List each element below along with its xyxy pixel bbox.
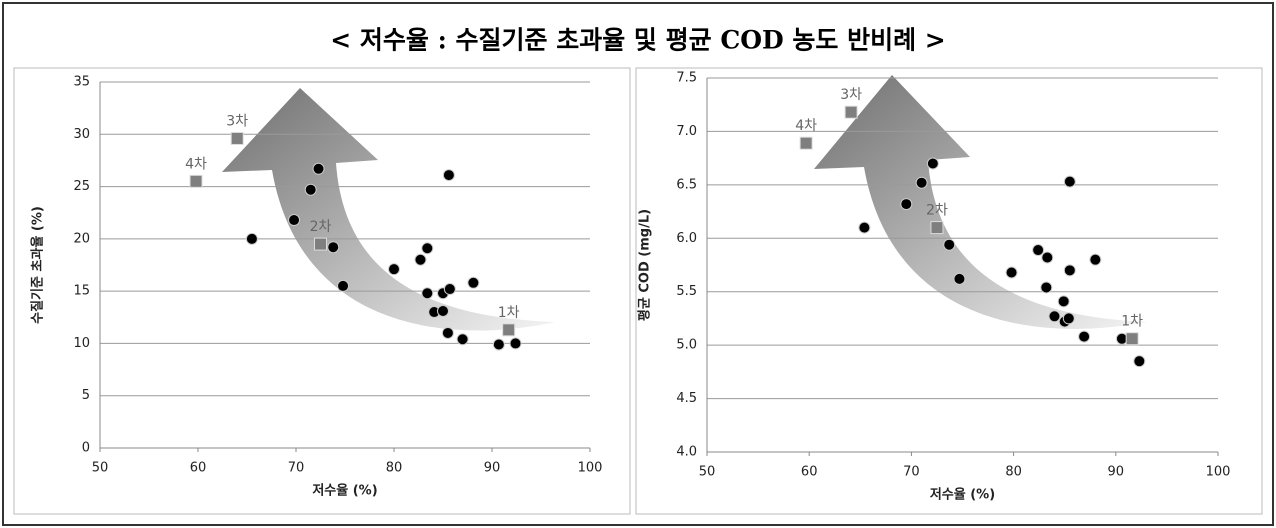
x-tick-label: 50 xyxy=(699,465,716,480)
point xyxy=(1049,311,1060,322)
point xyxy=(510,338,521,349)
point-label: 2차 xyxy=(310,219,332,235)
point xyxy=(338,280,349,291)
y-tick-label: 7.0 xyxy=(676,124,697,139)
point xyxy=(305,184,316,195)
point xyxy=(927,158,938,169)
y-tick-label: 5.0 xyxy=(676,338,697,353)
point-label: 1차 xyxy=(498,305,520,321)
point xyxy=(1041,282,1052,293)
x-tick-label: 90 xyxy=(484,461,501,476)
point xyxy=(415,254,426,265)
point xyxy=(954,273,965,284)
point-label: 4차 xyxy=(185,156,207,172)
x-tick-label: 100 xyxy=(578,461,603,476)
x-tick-label: 70 xyxy=(903,465,920,480)
x-tick-label: 60 xyxy=(190,461,207,476)
x-tick-label: 50 xyxy=(92,461,109,476)
point-label: 2차 xyxy=(926,203,948,219)
x-axis-title: 저수율 (%) xyxy=(930,487,995,503)
point xyxy=(503,324,515,336)
y-tick-label: 0 xyxy=(82,441,90,456)
point xyxy=(1126,333,1138,345)
point-label: 1차 xyxy=(1121,314,1143,330)
point xyxy=(328,242,339,253)
point xyxy=(315,238,327,250)
point xyxy=(1064,176,1075,187)
point-label: 3차 xyxy=(226,113,248,129)
point xyxy=(231,132,243,144)
y-tick-label: 4.0 xyxy=(676,445,697,460)
point xyxy=(422,288,433,299)
point xyxy=(1064,265,1075,276)
page-title: < 저수율 : 수질기준 초과율 및 평균 COD 농도 반비례 > xyxy=(330,26,946,55)
point-label: 3차 xyxy=(840,87,862,103)
x-tick-label: 80 xyxy=(386,461,403,476)
y-tick-label: 20 xyxy=(73,231,90,246)
page: < 저수율 : 수질기준 초과율 및 평균 COD 농도 반비례 > 0 5 10 1… xyxy=(0,0,1276,528)
point xyxy=(438,306,449,317)
x-tick-label: 80 xyxy=(1005,465,1022,480)
y-tick-label: 15 xyxy=(73,284,90,299)
y-tick-label: 30 xyxy=(73,127,90,142)
point xyxy=(457,334,468,345)
point xyxy=(1134,356,1145,367)
point xyxy=(1079,331,1090,342)
point xyxy=(190,175,202,187)
y-tick-label: 25 xyxy=(73,179,90,194)
point xyxy=(859,222,870,233)
y-tick-label: 5.5 xyxy=(676,284,697,299)
x-tick-label: 90 xyxy=(1108,465,1125,480)
point xyxy=(422,243,433,254)
y-tick-label: 7.5 xyxy=(676,71,697,86)
point xyxy=(1090,254,1101,265)
point-label: 4차 xyxy=(795,118,817,134)
x-tick-label: 100 xyxy=(1206,465,1231,480)
point xyxy=(1042,252,1053,263)
point xyxy=(468,277,479,288)
y-tick-label: 4.5 xyxy=(676,391,697,406)
y-tick-label: 5 xyxy=(82,388,90,403)
y-tick-label: 6.5 xyxy=(676,177,697,192)
point xyxy=(1063,313,1074,324)
point xyxy=(289,215,300,226)
x-tick-label: 60 xyxy=(801,465,818,480)
point xyxy=(845,106,857,118)
y-tick-label: 6.0 xyxy=(676,231,697,246)
point xyxy=(1006,267,1017,278)
point xyxy=(389,264,400,275)
y-tick-label: 35 xyxy=(73,75,90,90)
y-axis-title: 평균 COD (mg/L) xyxy=(637,209,653,321)
point xyxy=(916,177,927,188)
point xyxy=(246,233,257,244)
point xyxy=(800,137,812,149)
x-axis-title: 저수율 (%) xyxy=(312,483,377,499)
point xyxy=(443,170,454,181)
point xyxy=(931,222,943,234)
x-tick-label: 70 xyxy=(288,461,305,476)
y-tick-label: 10 xyxy=(73,336,90,351)
point xyxy=(313,163,324,174)
point xyxy=(493,339,504,350)
point xyxy=(1033,245,1044,256)
point xyxy=(442,327,453,338)
y-axis-title: 수질기준 초과율 (%) xyxy=(30,206,46,324)
point xyxy=(1058,296,1069,307)
point xyxy=(944,239,955,250)
point xyxy=(901,199,912,210)
point xyxy=(444,284,455,295)
